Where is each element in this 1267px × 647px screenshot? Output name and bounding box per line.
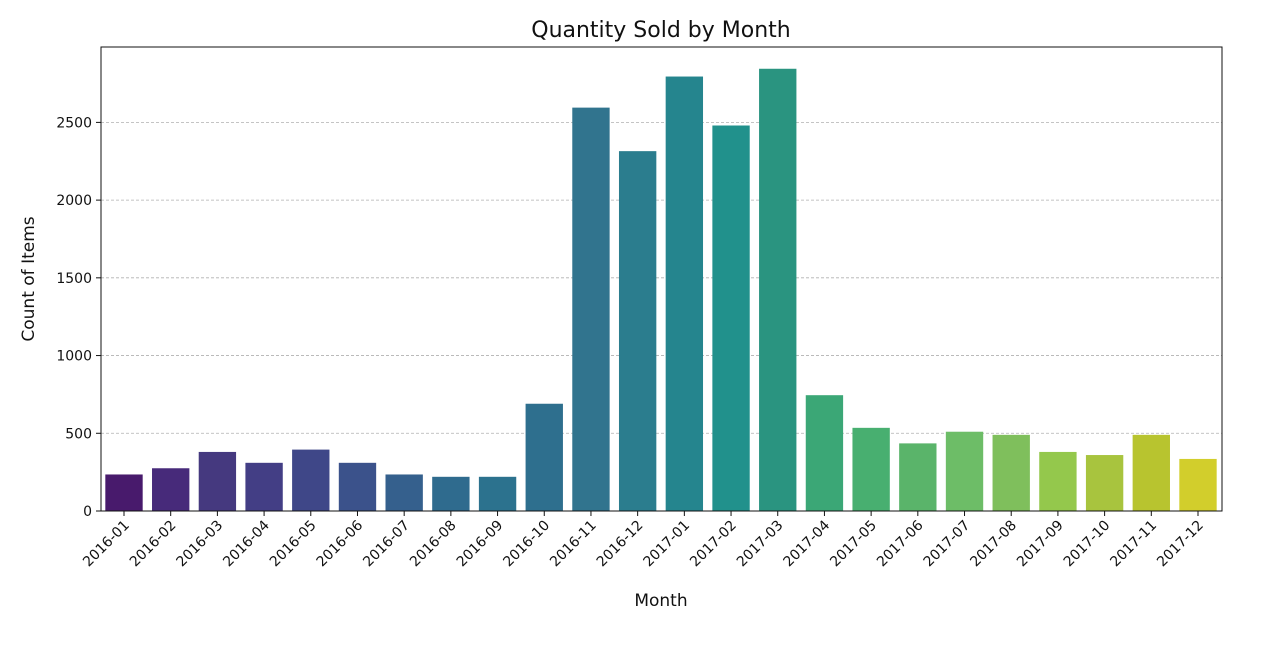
y-tick-label: 1000 xyxy=(56,349,92,365)
bar-2017-08 xyxy=(992,434,1030,511)
bar-2017-12 xyxy=(1179,458,1217,511)
bar-2017-10 xyxy=(1085,455,1124,511)
bar-2017-09 xyxy=(1039,451,1077,511)
y-tick-label: 1500 xyxy=(56,271,92,287)
bar-2017-04 xyxy=(805,395,844,511)
bar-2016-09 xyxy=(478,476,517,511)
bar-2016-11 xyxy=(572,107,610,512)
x-tick-label: 2016-11 xyxy=(547,518,600,571)
bar-2016-05 xyxy=(292,449,330,511)
y-axis-label: Count of Items xyxy=(19,216,39,341)
bar-2016-07 xyxy=(385,474,423,511)
bar-2017-03 xyxy=(759,68,797,511)
x-tick-label: 2017-02 xyxy=(687,518,740,571)
bar-2017-02 xyxy=(712,125,750,512)
y-tick-label: 2500 xyxy=(56,115,92,131)
bars xyxy=(105,68,1217,512)
y-axis-ticks: 0 500 1000 1500 2000 2500 xyxy=(56,115,101,520)
plot-frame xyxy=(100,46,1223,512)
x-tick-label: 2017-03 xyxy=(734,518,787,571)
x-tick-label: 2017-05 xyxy=(827,518,880,571)
gridlines xyxy=(101,121,1222,434)
bar-2016-06 xyxy=(338,462,377,511)
bar-2016-08 xyxy=(432,476,470,511)
x-tick-label: 2016-01 xyxy=(80,518,133,571)
x-tick-label: 2017-11 xyxy=(1107,518,1160,571)
x-axis-ticks: 2016-012016-022016-032016-042016-052016-… xyxy=(80,511,1207,570)
bar-2017-06 xyxy=(899,443,937,511)
x-tick-label: 2016-10 xyxy=(500,518,553,571)
x-tick-label: 2017-09 xyxy=(1014,518,1067,571)
y-tick-label: 2000 xyxy=(56,193,92,209)
x-tick-label: 2016-12 xyxy=(594,518,647,571)
x-tick-label: 2017-12 xyxy=(1154,518,1207,571)
x-axis-label: Month xyxy=(634,591,687,611)
x-tick-label: 2017-10 xyxy=(1061,518,1114,571)
x-tick-label: 2016-05 xyxy=(267,518,320,571)
x-tick-label: 2016-07 xyxy=(360,518,413,571)
bar-2017-07 xyxy=(945,431,984,511)
y-tick-label: 0 xyxy=(83,504,92,520)
x-tick-label: 2017-08 xyxy=(967,518,1020,571)
y-tick-label: 500 xyxy=(65,426,92,442)
x-tick-label: 2016-06 xyxy=(314,517,367,570)
x-tick-label: 2017-06 xyxy=(874,517,927,570)
chart-title: Quantity Sold by Month xyxy=(531,18,791,43)
bar-2016-01 xyxy=(105,474,143,511)
bar-2016-12 xyxy=(618,151,657,511)
x-tick-label: 2016-02 xyxy=(127,518,180,571)
bar-2017-05 xyxy=(852,427,890,511)
x-tick-label: 2016-03 xyxy=(174,518,227,571)
x-tick-label: 2016-04 xyxy=(220,517,273,570)
x-tick-label: 2016-08 xyxy=(407,518,460,571)
bar-2017-11 xyxy=(1132,434,1170,511)
x-tick-label: 2017-04 xyxy=(781,517,834,570)
x-tick-label: 2017-07 xyxy=(921,518,974,571)
bar-2017-01 xyxy=(665,76,704,512)
bar-2016-04 xyxy=(245,462,283,511)
bar-2016-02 xyxy=(152,468,190,511)
bar-2016-03 xyxy=(198,451,237,511)
x-tick-label: 2017-01 xyxy=(640,518,693,571)
bar-2016-10 xyxy=(525,403,563,511)
x-tick-label: 2016-09 xyxy=(454,518,507,571)
